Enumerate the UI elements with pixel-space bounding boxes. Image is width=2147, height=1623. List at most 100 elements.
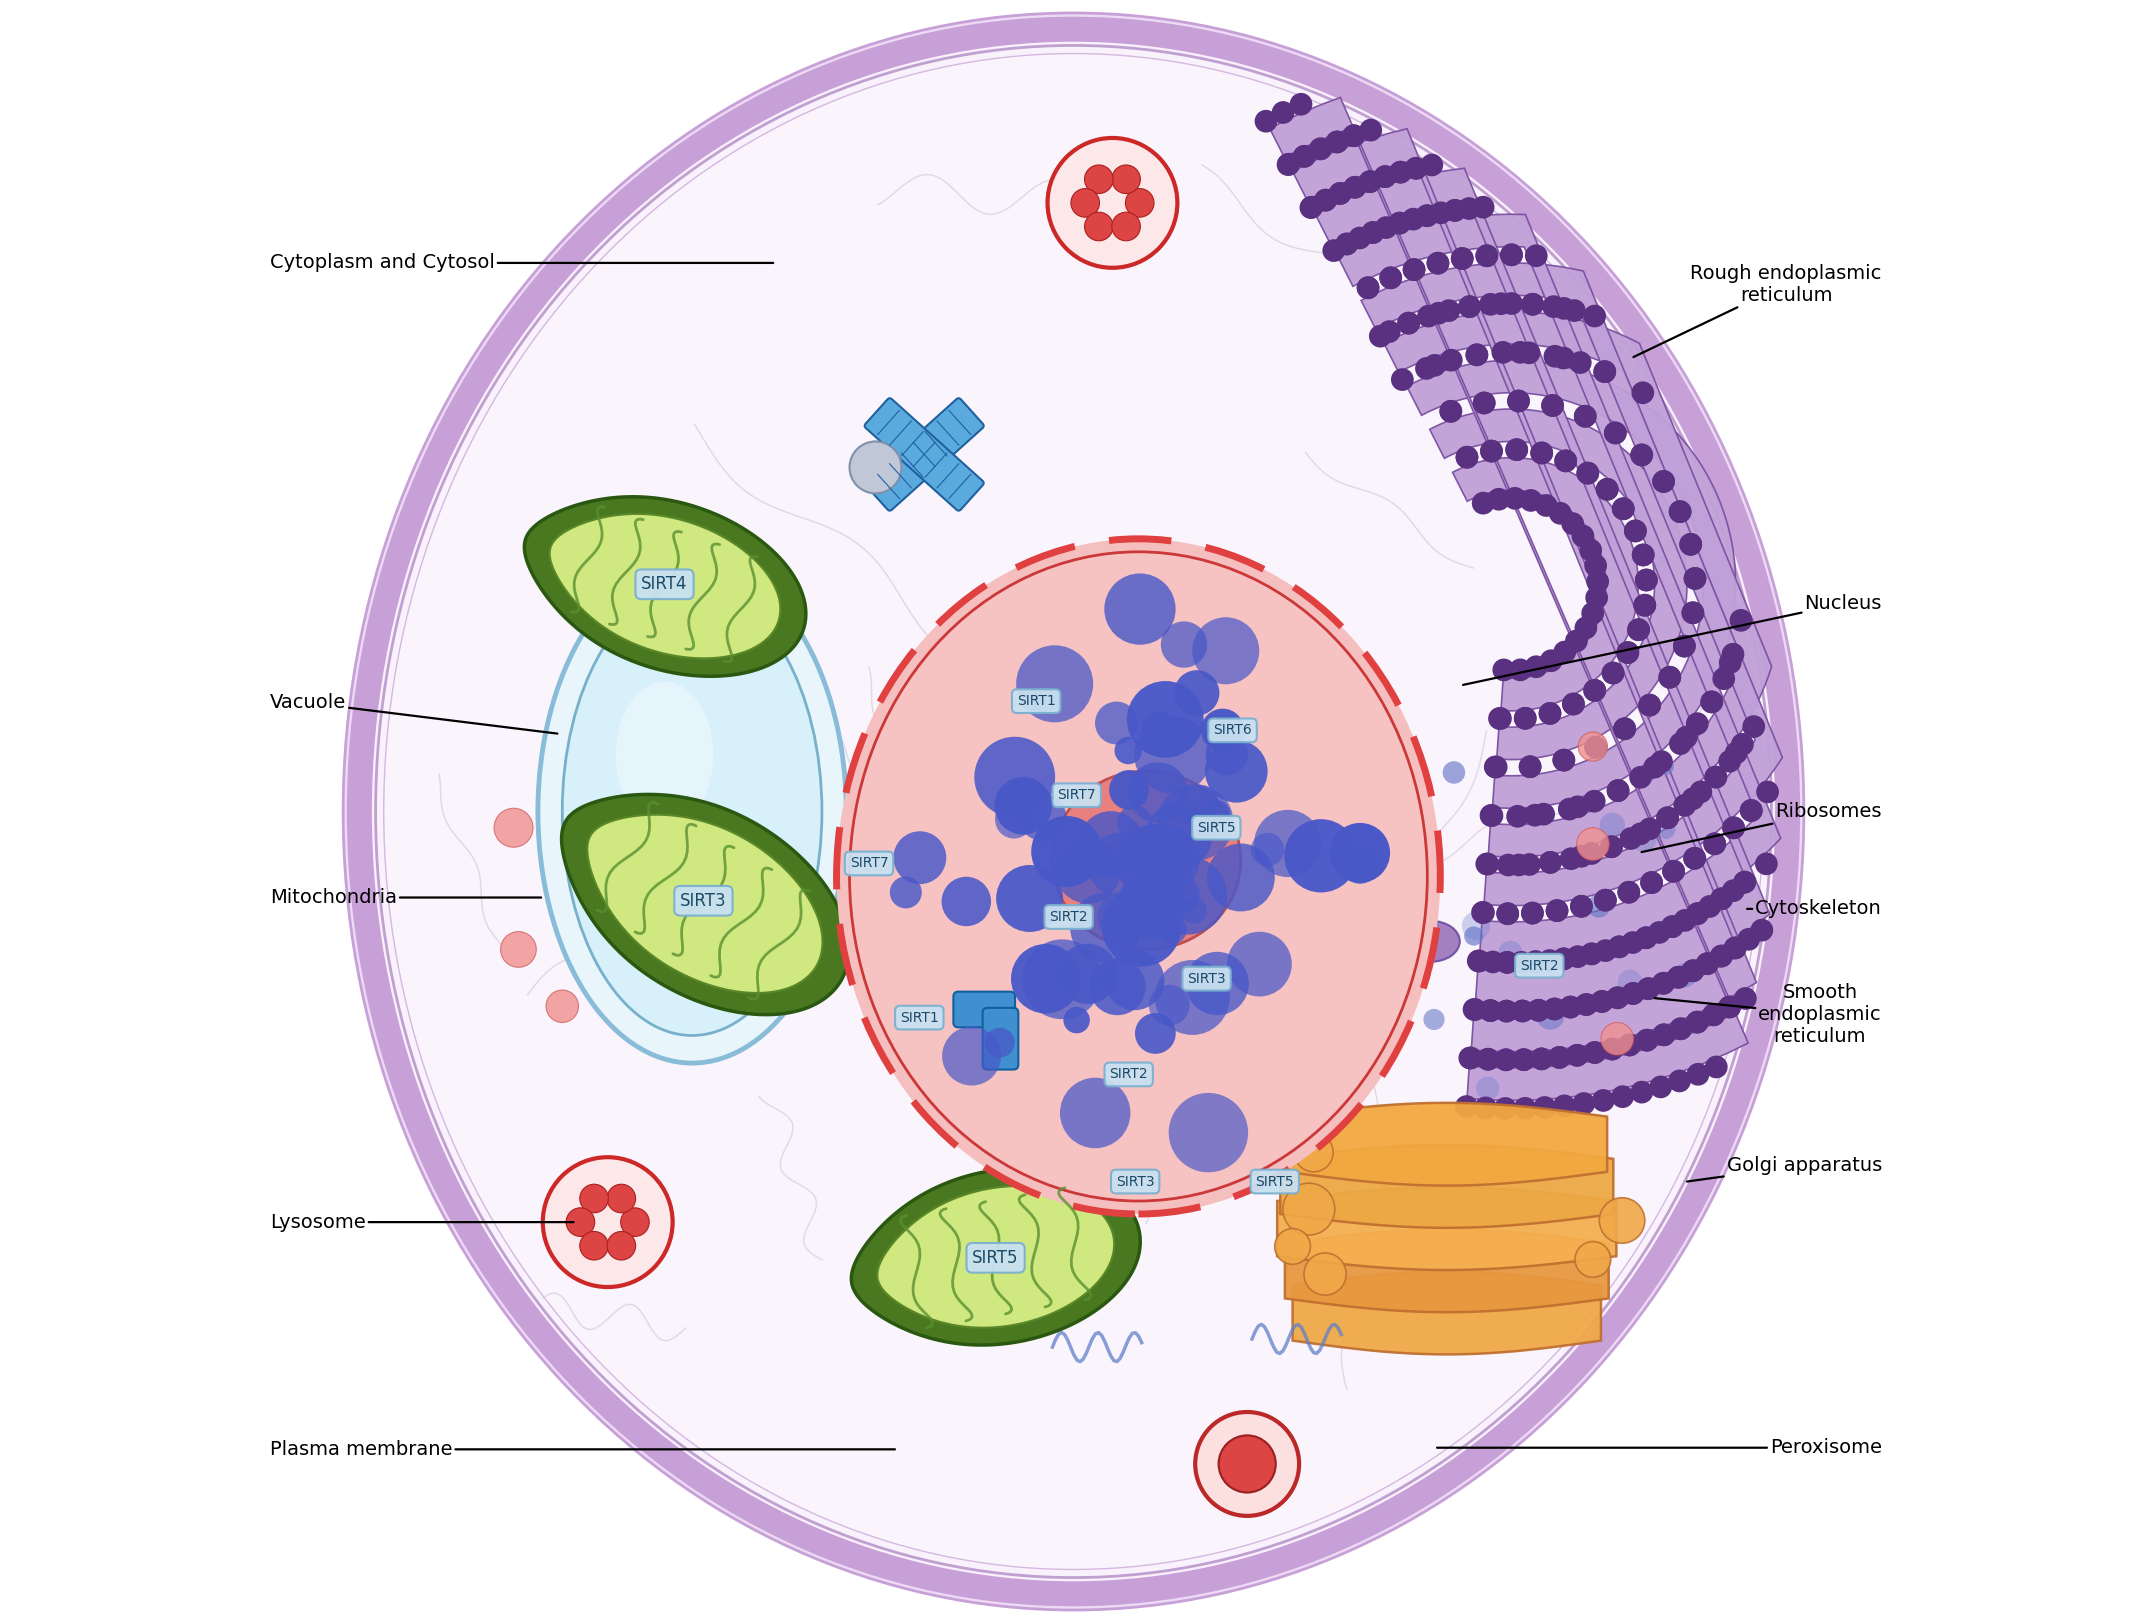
Circle shape: [1252, 833, 1284, 867]
Circle shape: [1580, 842, 1604, 865]
Circle shape: [1426, 252, 1449, 274]
Circle shape: [1632, 544, 1655, 566]
Circle shape: [1479, 803, 1503, 826]
Circle shape: [1563, 693, 1584, 716]
Circle shape: [1630, 1081, 1653, 1104]
Circle shape: [1739, 799, 1763, 821]
Polygon shape: [1454, 458, 1638, 711]
Circle shape: [1703, 1003, 1724, 1026]
Circle shape: [1559, 995, 1582, 1018]
Circle shape: [1438, 399, 1462, 422]
Circle shape: [1127, 763, 1187, 823]
Circle shape: [1275, 1229, 1310, 1264]
Circle shape: [1636, 568, 1657, 591]
Circle shape: [1552, 1094, 1576, 1117]
Circle shape: [1754, 852, 1778, 875]
Circle shape: [1703, 833, 1726, 855]
Circle shape: [608, 1232, 636, 1259]
Polygon shape: [878, 1186, 1114, 1328]
Text: SIRT5: SIRT5: [1198, 821, 1237, 834]
Circle shape: [1520, 902, 1544, 925]
Circle shape: [1632, 381, 1653, 404]
Polygon shape: [852, 1169, 1140, 1345]
Circle shape: [1593, 360, 1617, 383]
Circle shape: [1507, 805, 1529, 828]
Circle shape: [1653, 1024, 1675, 1047]
Circle shape: [1681, 787, 1705, 810]
FancyBboxPatch shape: [865, 398, 983, 511]
Circle shape: [1443, 200, 1466, 222]
Circle shape: [1505, 438, 1529, 461]
Circle shape: [1595, 477, 1619, 500]
Circle shape: [1554, 450, 1578, 472]
Circle shape: [1162, 876, 1200, 914]
Circle shape: [1578, 732, 1608, 761]
Text: SIRT1: SIRT1: [900, 1011, 938, 1024]
Polygon shape: [550, 514, 779, 659]
Circle shape: [1501, 243, 1522, 266]
Circle shape: [1584, 1040, 1606, 1063]
Circle shape: [1314, 188, 1338, 211]
Ellipse shape: [563, 588, 822, 1035]
Circle shape: [1524, 951, 1546, 974]
Circle shape: [1584, 735, 1608, 758]
Circle shape: [1398, 312, 1419, 334]
Circle shape: [1359, 170, 1381, 193]
Circle shape: [1518, 854, 1542, 876]
Circle shape: [1709, 945, 1733, 967]
Circle shape: [1295, 1133, 1333, 1172]
Circle shape: [1574, 404, 1597, 427]
Circle shape: [1559, 847, 1582, 870]
Ellipse shape: [1168, 912, 1254, 977]
Circle shape: [1344, 175, 1365, 198]
Circle shape: [1531, 1047, 1552, 1070]
Circle shape: [1608, 935, 1630, 958]
Circle shape: [1724, 936, 1746, 959]
Circle shape: [1428, 302, 1449, 325]
Circle shape: [1696, 953, 1718, 975]
Text: Golgi apparatus: Golgi apparatus: [1688, 1156, 1881, 1182]
Circle shape: [1595, 940, 1617, 962]
Circle shape: [1657, 665, 1681, 688]
Text: Vacuole: Vacuole: [271, 693, 558, 734]
Circle shape: [1552, 297, 1576, 320]
Circle shape: [1569, 894, 1593, 917]
Circle shape: [1466, 949, 1490, 972]
Circle shape: [1690, 781, 1711, 803]
Circle shape: [1342, 125, 1365, 148]
Circle shape: [1619, 828, 1642, 850]
Circle shape: [943, 1026, 1001, 1086]
Circle shape: [1511, 1000, 1533, 1022]
Circle shape: [1342, 125, 1365, 148]
Circle shape: [1477, 1048, 1499, 1071]
Circle shape: [1617, 881, 1640, 904]
Circle shape: [1668, 732, 1692, 755]
Circle shape: [1582, 790, 1606, 813]
Circle shape: [1479, 1000, 1503, 1022]
Circle shape: [1724, 936, 1746, 959]
Circle shape: [1576, 993, 1597, 1016]
Circle shape: [1524, 803, 1546, 826]
Circle shape: [1559, 995, 1582, 1018]
Circle shape: [1640, 872, 1664, 894]
Circle shape: [1602, 662, 1625, 685]
Circle shape: [1730, 734, 1754, 756]
Circle shape: [1331, 823, 1389, 883]
Circle shape: [1539, 649, 1563, 672]
Circle shape: [1507, 390, 1531, 412]
FancyBboxPatch shape: [983, 1008, 1018, 1070]
Circle shape: [1587, 894, 1610, 917]
Circle shape: [1361, 221, 1385, 243]
Circle shape: [1670, 1018, 1692, 1040]
Ellipse shape: [384, 54, 1763, 1569]
Circle shape: [1561, 513, 1584, 536]
Circle shape: [1492, 659, 1516, 682]
Circle shape: [1593, 889, 1617, 912]
Circle shape: [1496, 854, 1520, 876]
Circle shape: [1200, 709, 1245, 751]
Circle shape: [1084, 166, 1112, 193]
Circle shape: [1061, 1078, 1131, 1147]
Circle shape: [1698, 896, 1722, 919]
Circle shape: [1475, 852, 1499, 875]
Circle shape: [1479, 440, 1503, 463]
